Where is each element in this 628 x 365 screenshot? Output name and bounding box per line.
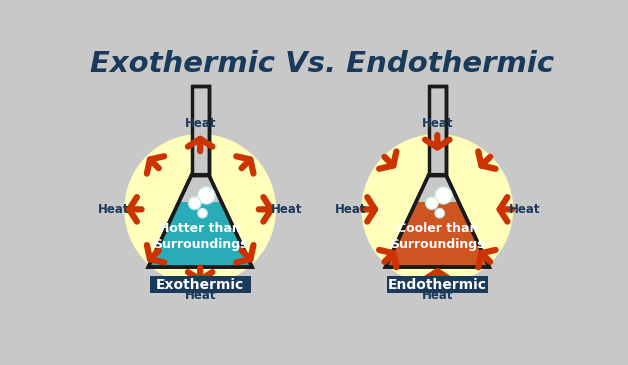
Text: Heat: Heat bbox=[97, 203, 129, 216]
Text: Heat: Heat bbox=[421, 116, 453, 130]
Text: Heat: Heat bbox=[509, 203, 540, 216]
Polygon shape bbox=[179, 175, 221, 201]
Text: Endothermic: Endothermic bbox=[388, 278, 487, 292]
Circle shape bbox=[125, 135, 275, 284]
Polygon shape bbox=[148, 201, 252, 267]
Text: Exothermic: Exothermic bbox=[156, 278, 244, 292]
Polygon shape bbox=[387, 276, 488, 293]
Polygon shape bbox=[386, 201, 489, 267]
Text: Heat: Heat bbox=[271, 203, 303, 216]
Circle shape bbox=[362, 135, 512, 284]
Text: Heat: Heat bbox=[185, 116, 216, 130]
Polygon shape bbox=[416, 175, 458, 201]
Text: Heat: Heat bbox=[335, 203, 366, 216]
Circle shape bbox=[426, 197, 438, 210]
Circle shape bbox=[198, 187, 215, 204]
Polygon shape bbox=[429, 86, 446, 175]
Text: Hotter than
Surroundings: Hotter than Surroundings bbox=[153, 222, 247, 251]
Polygon shape bbox=[150, 276, 251, 293]
Circle shape bbox=[435, 187, 452, 204]
Text: Heat: Heat bbox=[421, 289, 453, 302]
Circle shape bbox=[188, 197, 201, 210]
Circle shape bbox=[198, 208, 207, 218]
Text: Exothermic Vs. Endothermic: Exothermic Vs. Endothermic bbox=[90, 50, 554, 78]
Text: Heat: Heat bbox=[185, 289, 216, 302]
Polygon shape bbox=[192, 86, 208, 175]
Text: Cooler than
Surroundings: Cooler than Surroundings bbox=[390, 222, 485, 251]
Circle shape bbox=[435, 208, 444, 218]
